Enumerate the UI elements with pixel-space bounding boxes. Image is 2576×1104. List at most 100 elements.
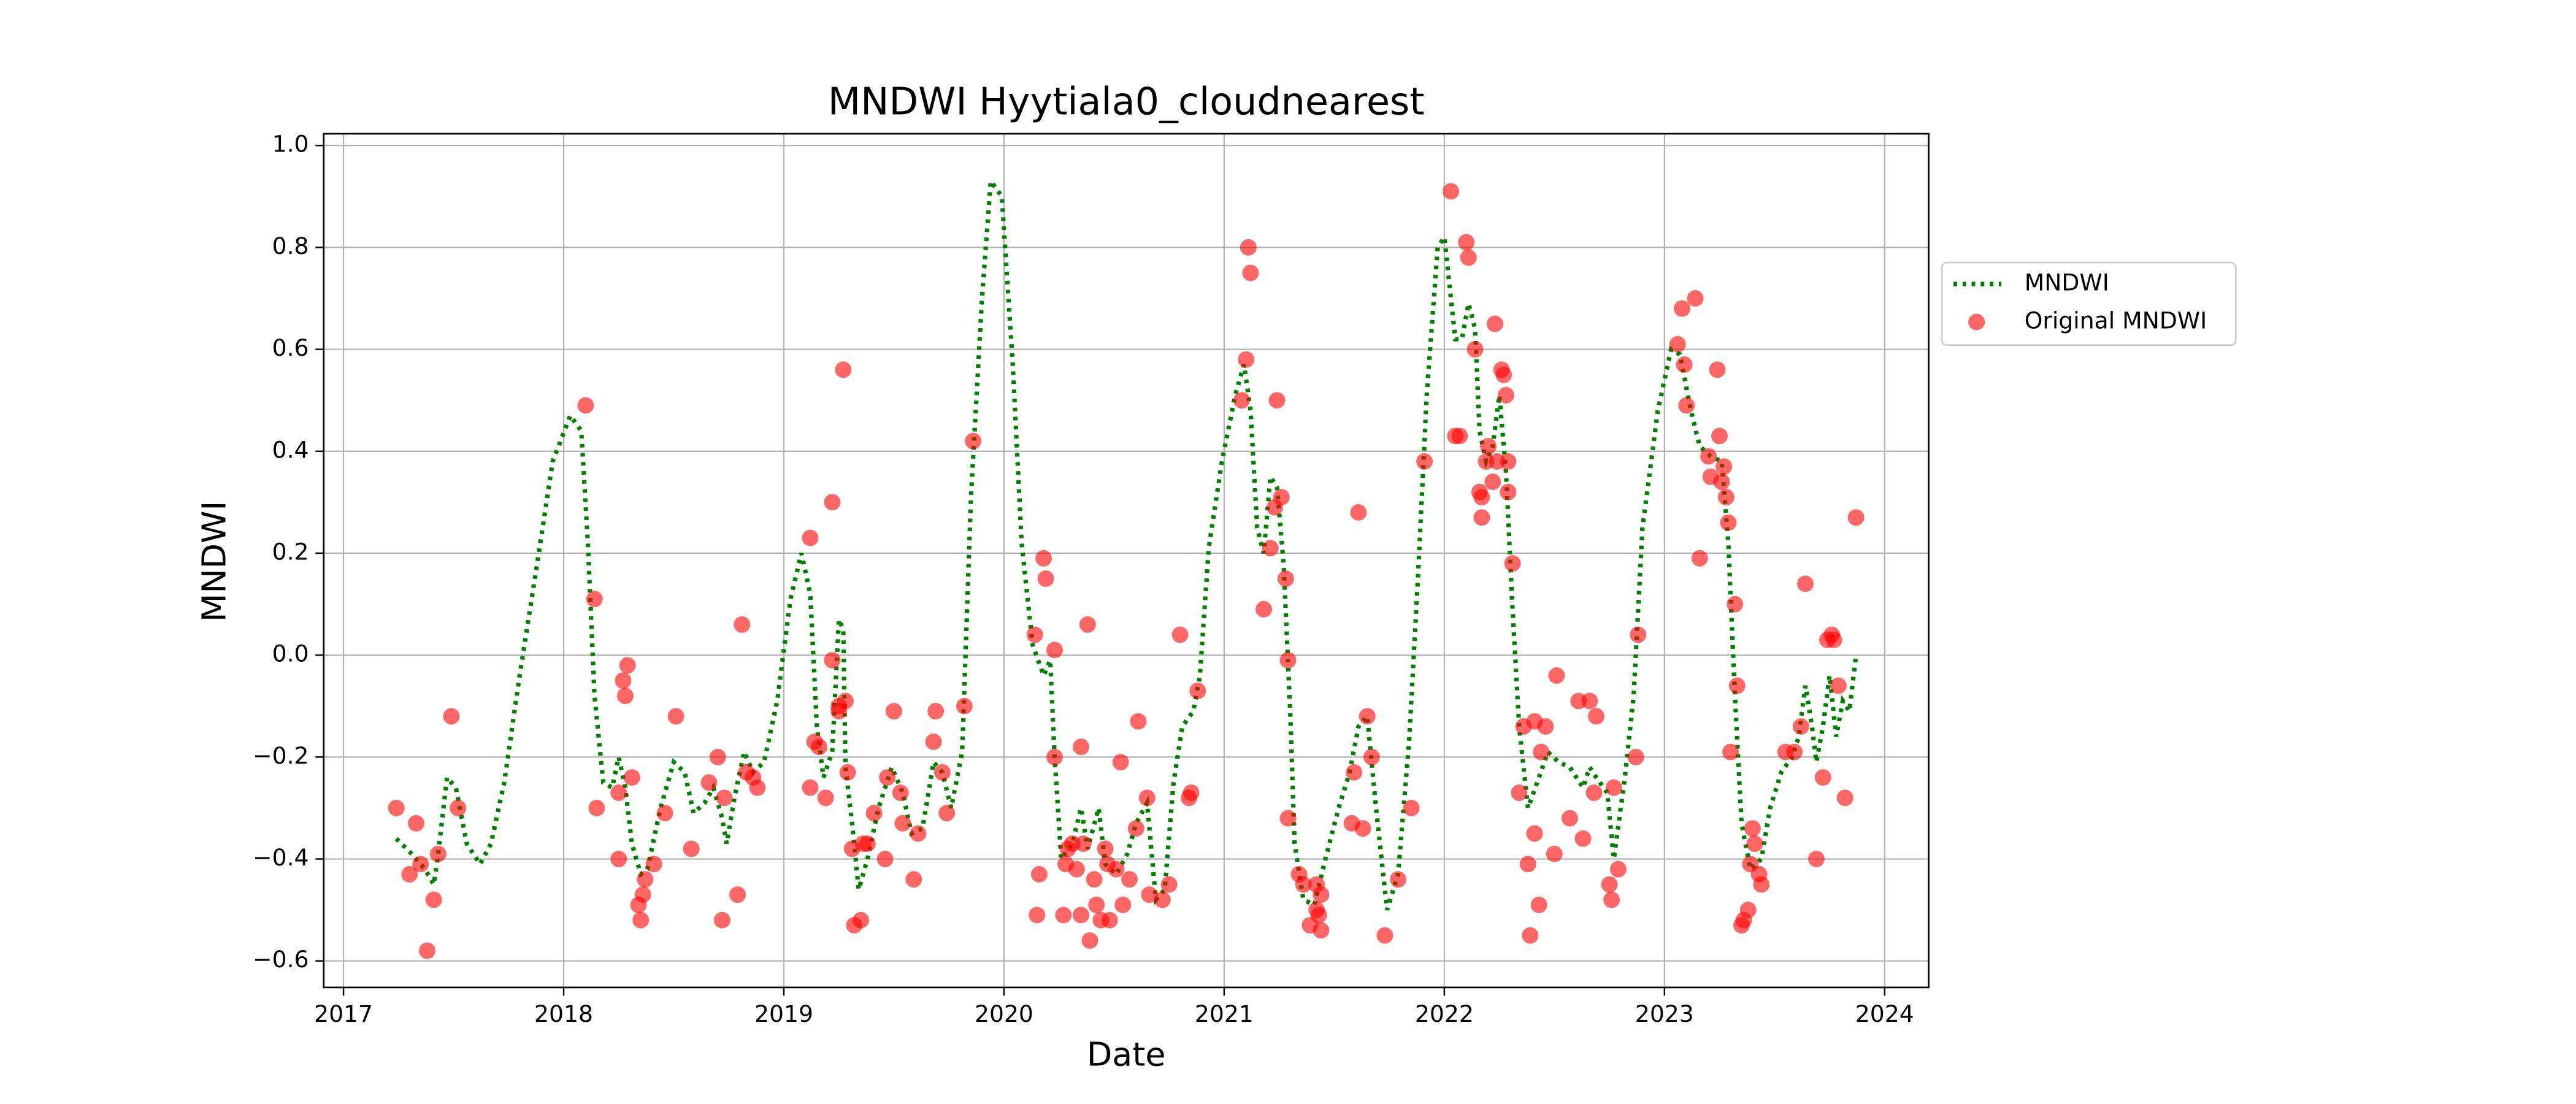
scatter-point [1715, 458, 1733, 475]
scatter-point [1242, 264, 1259, 282]
scatter-point [388, 799, 405, 816]
scatter-point [1808, 851, 1825, 867]
scatter-point [1055, 907, 1072, 924]
scatter-point [1711, 427, 1728, 445]
legend-box [1941, 261, 2237, 347]
scatter-point [419, 942, 435, 959]
scatter-point [810, 738, 827, 756]
scatter-point [1825, 631, 1842, 648]
scatter-point [802, 779, 819, 796]
x-axis-label: Date [1087, 1035, 1166, 1074]
chart-title: MNDWI Hyytiala0_cloudnearest [828, 80, 1425, 124]
scatter-point [1160, 876, 1178, 893]
scatter-point [443, 708, 460, 725]
scatter-point [1171, 626, 1189, 643]
scatter-point [1346, 764, 1363, 781]
x-tick-label: 2023 [1635, 1000, 1694, 1027]
scatter-point [1739, 902, 1757, 919]
scatter-point [1029, 907, 1046, 924]
scatter-point [1522, 927, 1539, 944]
scatter-point [824, 651, 841, 669]
scatter-point [1526, 825, 1543, 842]
scatter-point [1068, 861, 1085, 878]
scatter-point [1744, 820, 1761, 837]
scatter-point [729, 886, 746, 903]
y-tick-label: 0.8 [272, 232, 309, 259]
scatter-point [1797, 575, 1814, 592]
x-tick-label: 2017 [314, 1000, 373, 1027]
scatter-point [1486, 315, 1503, 332]
scatter-point [1753, 876, 1770, 893]
y-tick-label: 1.0 [272, 131, 309, 158]
scatter-point [716, 789, 733, 807]
scatter-point [1101, 911, 1118, 929]
scatter-point [1310, 907, 1327, 924]
scatter-point [1722, 743, 1739, 761]
scatter-point [1403, 799, 1420, 816]
scatter-point [667, 708, 684, 725]
scatter-point [709, 748, 726, 765]
scatter-point [1279, 651, 1297, 669]
scatter-point [1073, 738, 1090, 756]
scatter-point [1390, 871, 1406, 888]
scatter-point [1687, 290, 1704, 307]
scatter-point [634, 886, 651, 903]
scatter-point [1313, 922, 1330, 939]
x-tick-label: 2024 [1855, 1000, 1914, 1027]
scatter-point [1473, 489, 1490, 506]
scatter-point [637, 871, 654, 888]
scatter-point [1255, 600, 1272, 618]
scatter-point [450, 799, 467, 816]
scatter-point [1674, 300, 1690, 317]
y-tick-label: −0.6 [253, 946, 309, 973]
scatter-point [1350, 504, 1367, 521]
scatter-point [1154, 891, 1171, 908]
scatter-point [1511, 784, 1528, 801]
scatter-point [408, 815, 424, 832]
scatter-point [1359, 708, 1376, 725]
scatter-point [1313, 886, 1330, 903]
scatter-point [1079, 616, 1096, 633]
legend-swatch [1968, 313, 1985, 331]
scatter-point [1581, 692, 1598, 710]
scatter-point [1026, 626, 1043, 643]
legend-label: Original MNDWI [2025, 307, 2207, 334]
grid: 2017 2018 2019 2020 2021 2022 2023 2024 1.0 0.8 0.… [253, 131, 1929, 1027]
scatter-point [1121, 871, 1138, 888]
x-tick-label: 2020 [975, 1000, 1033, 1027]
scatter-point [1108, 861, 1125, 878]
scatter-point [425, 891, 442, 908]
scatter-point [1443, 183, 1460, 200]
scatter-point [429, 845, 447, 862]
scatter-point [1279, 810, 1297, 827]
scatter-point [1700, 448, 1717, 465]
scatter-point [1814, 769, 1831, 786]
scatter-point [617, 688, 634, 705]
scatter-point [1086, 871, 1103, 888]
scatter-point [656, 805, 673, 822]
scatter-point [1500, 483, 1517, 500]
data-line [394, 175, 1858, 911]
scatter-point [927, 703, 945, 720]
scatter-point [683, 840, 700, 857]
scatter-point [817, 789, 834, 807]
scatter-point [1713, 473, 1730, 491]
scatter-point [1262, 540, 1279, 557]
scatter-point [1035, 550, 1052, 567]
scatter-point [1830, 677, 1847, 694]
scatter-point [910, 825, 927, 842]
scatter-point [1114, 896, 1132, 913]
scatter-point [925, 733, 942, 750]
scatter-point [610, 851, 627, 867]
scatter-point [1484, 473, 1501, 491]
scatter-point [1533, 743, 1550, 761]
scatter-point [1460, 249, 1477, 266]
scatter-point [1075, 835, 1092, 853]
scatter-point [853, 911, 870, 929]
scatter-point [623, 769, 640, 786]
scatter-point [1792, 718, 1809, 735]
scatter-point [610, 784, 627, 801]
scatter-point [577, 397, 594, 414]
